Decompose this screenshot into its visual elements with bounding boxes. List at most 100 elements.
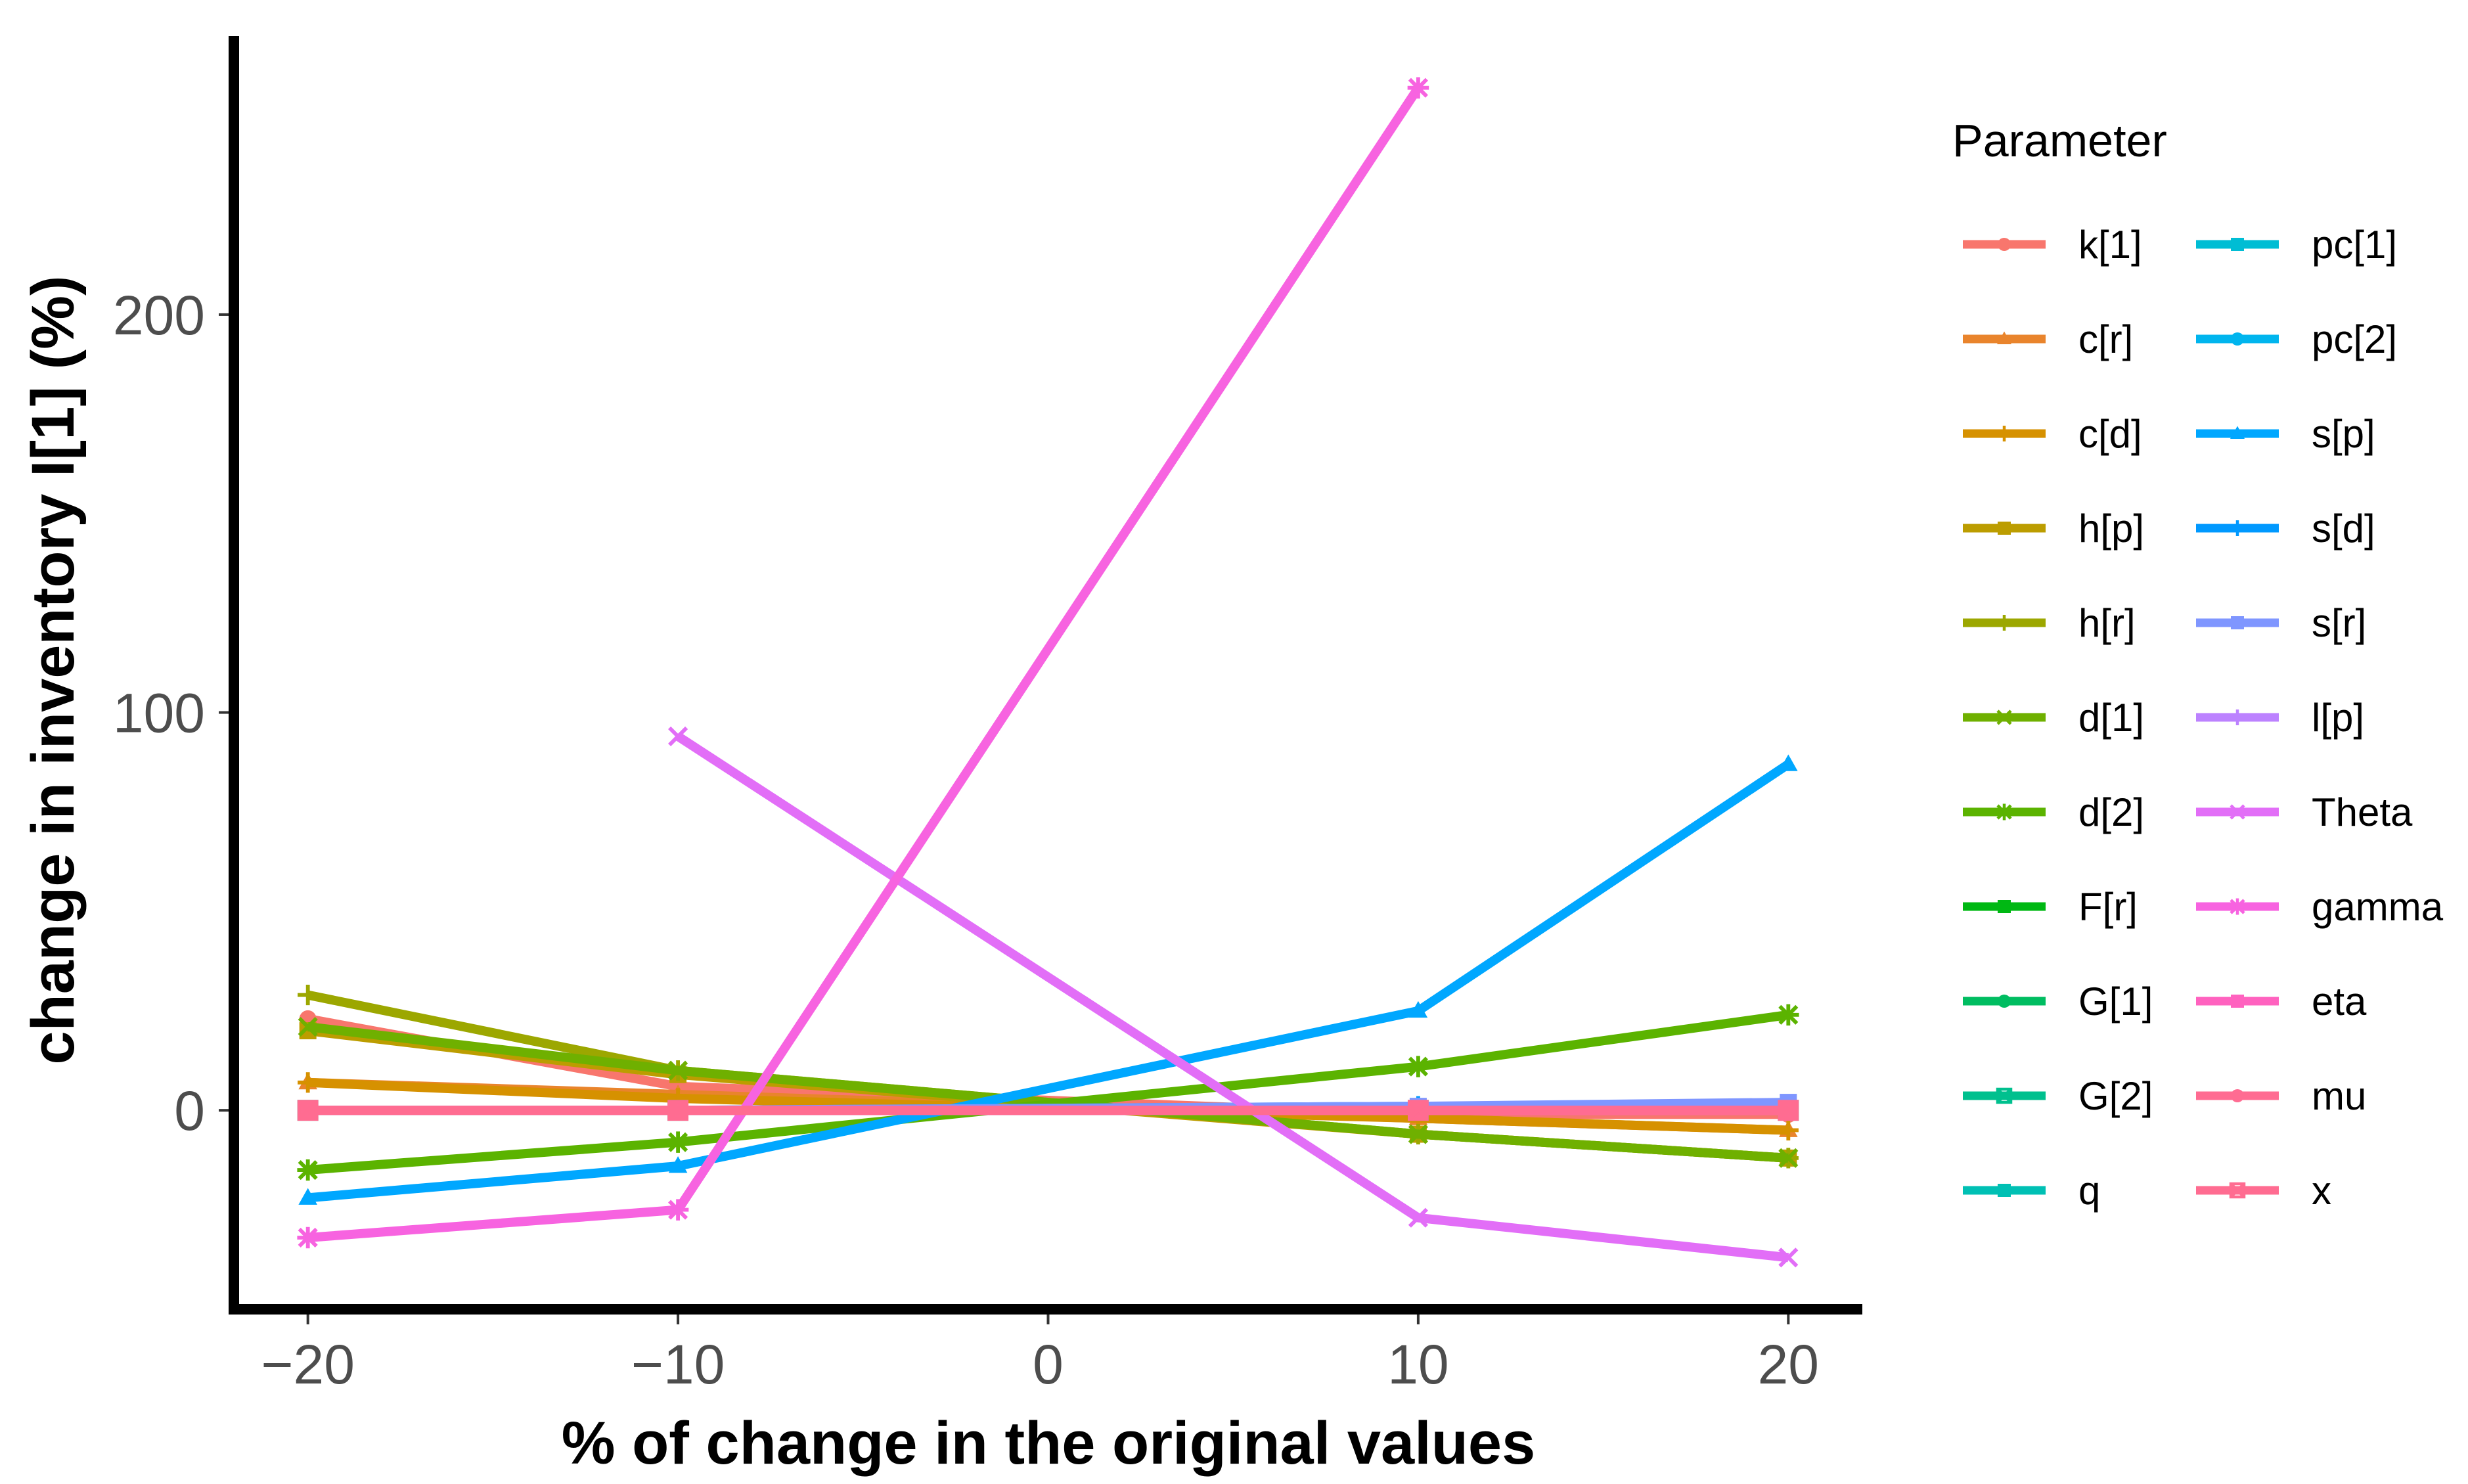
data-point-x <box>1778 1100 1799 1121</box>
legend-label: h[p] <box>2078 506 2144 551</box>
legend-label: pc[1] <box>2312 223 2397 267</box>
legend-label: pc[2] <box>2312 317 2397 361</box>
legend-item-f-r: F[r] <box>1963 885 2138 929</box>
x-axis-title: % of change in the original values <box>562 1410 1536 1477</box>
data-point-d-1 <box>298 1016 318 1037</box>
legend-marker <box>2230 709 2245 725</box>
data-point-d-1 <box>1778 1148 1799 1168</box>
data-point-theta <box>1408 1207 1428 1228</box>
legend-label: gamma <box>2312 885 2444 929</box>
legend-item-d-1: d[1] <box>1963 696 2144 740</box>
legend-marker <box>2231 238 2244 251</box>
legend-title: Parameter <box>1952 115 2167 166</box>
x-tick-label: 0 <box>1033 1334 1064 1395</box>
series-layer <box>297 77 1799 1268</box>
data-point-s-p <box>1408 1001 1428 1018</box>
legend-label: F[r] <box>2078 885 2138 929</box>
legend-label: d[1] <box>2078 696 2144 740</box>
legend-label: h[r] <box>2078 601 2136 645</box>
legend-marker <box>1998 900 2011 913</box>
x-tick-label: 10 <box>1387 1334 1448 1395</box>
series-gamma <box>297 77 1429 1249</box>
legend-label: s[p] <box>2312 412 2375 456</box>
data-point-gamma <box>297 1226 319 1249</box>
series-line-gamma <box>307 85 1422 1242</box>
data-point-d-1 <box>1408 1124 1428 1144</box>
legend-item-h-p: h[p] <box>1963 506 2144 551</box>
legend-marker <box>2231 995 2244 1008</box>
legend-label: x <box>2312 1169 2331 1213</box>
legend-marker <box>2230 520 2245 536</box>
data-point-x <box>297 1100 319 1121</box>
data-point-d-2 <box>297 1159 319 1181</box>
legend-marker <box>1998 522 2011 535</box>
legend-marker <box>2230 804 2245 820</box>
series-s-p <box>298 754 1798 1205</box>
data-point-d-2 <box>1778 1004 1799 1026</box>
y-tick-label: 200 <box>113 284 205 346</box>
x-tick-label: 20 <box>1758 1334 1819 1395</box>
legend-item-s-p: s[p] <box>2196 412 2375 456</box>
legend-marker <box>1998 1184 2011 1197</box>
legend-label: c[r] <box>2078 317 2133 361</box>
series-line-theta <box>675 732 1789 1263</box>
x-tick-label: −20 <box>261 1334 355 1395</box>
legend-label: l[p] <box>2312 696 2364 740</box>
legend-marker <box>1996 803 2013 821</box>
data-point-theta <box>1778 1248 1799 1268</box>
data-point-d-2 <box>667 1131 689 1153</box>
legend-label: s[r] <box>2312 601 2366 645</box>
legend-marker <box>2231 1089 2244 1102</box>
legend-marker <box>1997 331 2011 344</box>
series-line-h-r <box>307 990 1789 1163</box>
legend-label: q <box>2078 1169 2100 1213</box>
legend-marker <box>2229 1182 2246 1199</box>
data-point-c-d <box>298 1072 319 1093</box>
series-x <box>297 1100 1799 1121</box>
x-tick-label: −10 <box>631 1334 725 1395</box>
data-point-h-r <box>298 984 319 1006</box>
legend-label: mu <box>2312 1074 2366 1118</box>
legend-item-pc-1: pc[1] <box>2196 223 2397 267</box>
y-tick-label: 100 <box>113 683 205 744</box>
legend-label: c[d] <box>2078 412 2142 456</box>
data-point-s-p <box>1779 754 1798 771</box>
legend-item-pc-2: pc[2] <box>2196 317 2397 361</box>
data-point-d-2 <box>1407 1056 1429 1077</box>
legend-marker <box>1996 426 2012 441</box>
legend-item-x: x <box>2196 1169 2331 1213</box>
legend-label: s[d] <box>2312 506 2375 551</box>
legend-marker <box>2231 332 2244 346</box>
legend-item-k-1: k[1] <box>1963 223 2142 267</box>
legend-item-c-r: c[r] <box>1963 317 2133 361</box>
legend-items: k[1] c[r] c[d] h[p] h[r] d[1] d[2] F[r] G[1] G[2]… <box>1963 223 2444 1213</box>
data-point-c-d <box>1778 1119 1799 1141</box>
legend-marker <box>1998 995 2011 1008</box>
legend-label: k[1] <box>2078 223 2142 267</box>
legend-label: eta <box>2312 979 2367 1023</box>
legend-item-eta: eta <box>2196 979 2367 1023</box>
legend-item-s-r: s[r] <box>2196 601 2366 645</box>
data-point-s-p <box>298 1188 317 1205</box>
legend-item-gamma: gamma <box>2196 885 2444 929</box>
legend-marker <box>1998 238 2011 251</box>
legend-item-g-2: G[2] <box>1963 1074 2153 1118</box>
data-point-d-1 <box>668 1060 688 1081</box>
legend-marker <box>1996 709 2012 725</box>
legend-label: G[2] <box>2078 1074 2153 1118</box>
data-point-gamma <box>667 1199 689 1221</box>
series-line-s-p <box>307 760 1791 1203</box>
legend-label: Theta <box>2312 790 2413 834</box>
legend: Parameter k[1] c[r] c[d] h[p] h[r] d[1] d[2] F[… <box>1952 115 2444 1213</box>
data-point-theta <box>668 726 688 746</box>
legend-marker <box>2231 616 2244 629</box>
legend-item-g-1: G[1] <box>1963 979 2153 1023</box>
data-point-x <box>1407 1100 1429 1121</box>
series-theta <box>668 726 1799 1268</box>
legend-item-h-r: h[r] <box>1963 601 2136 645</box>
legend-marker <box>2230 426 2245 439</box>
legend-marker <box>2229 898 2246 915</box>
legend-item-q: q <box>1963 1169 2100 1213</box>
data-point-x <box>667 1100 689 1121</box>
